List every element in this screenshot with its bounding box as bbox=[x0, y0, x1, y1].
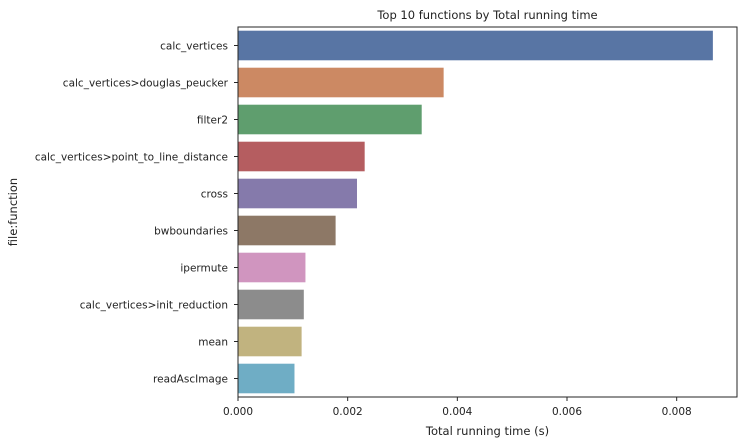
x-tick-label: 0.006 bbox=[552, 406, 582, 418]
y-tick-label: filter2 bbox=[197, 115, 228, 127]
bars-group bbox=[238, 30, 713, 394]
y-tick-label: readAscImage bbox=[153, 374, 228, 386]
bar-5 bbox=[238, 215, 336, 246]
x-axis-ticks: 0.000 0.002 0.004 0.006 0.008 bbox=[223, 397, 692, 418]
bar-1 bbox=[238, 67, 444, 98]
chart-title: Top 10 functions by Total running time bbox=[376, 8, 597, 22]
y-tick-label: mean bbox=[198, 337, 228, 349]
y-tick-label: calc_vertices bbox=[160, 41, 228, 53]
bar-0 bbox=[238, 30, 713, 61]
bar-9 bbox=[238, 363, 295, 394]
y-tick-label: calc_vertices>init_reduction bbox=[80, 300, 228, 312]
bar-4 bbox=[238, 178, 357, 209]
y-tick-label: cross bbox=[201, 189, 228, 201]
y-axis-ticks: calc_vertices calc_vertices>douglas_peuck… bbox=[35, 41, 238, 386]
y-tick-label: bwboundaries bbox=[154, 226, 228, 238]
y-axis-label: file:function bbox=[6, 178, 20, 246]
x-tick-label: 0.002 bbox=[333, 406, 363, 418]
x-axis-label: Total running time (s) bbox=[425, 424, 549, 438]
plot-frame bbox=[237, 26, 738, 398]
x-tick-label: 0.000 bbox=[223, 406, 253, 418]
x-tick-label: 0.004 bbox=[442, 406, 472, 418]
bar-3 bbox=[238, 141, 365, 172]
y-tick-label: ipermute bbox=[180, 263, 228, 275]
bar-2 bbox=[238, 104, 422, 135]
x-tick-label: 0.008 bbox=[662, 406, 692, 418]
bar-7 bbox=[238, 289, 304, 320]
bar-6 bbox=[238, 252, 306, 283]
bar-8 bbox=[238, 326, 302, 357]
y-tick-label: calc_vertices>douglas_peucker bbox=[63, 78, 229, 90]
y-tick-label: calc_vertices>point_to_line_distance bbox=[35, 152, 228, 164]
